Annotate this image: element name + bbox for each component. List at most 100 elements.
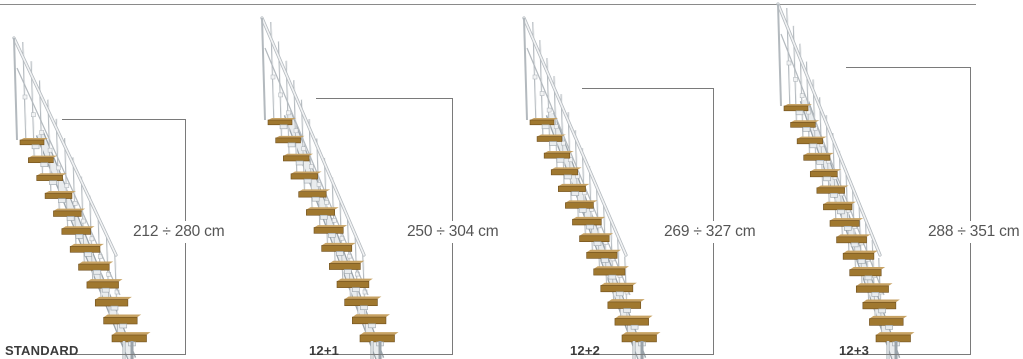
tread — [283, 155, 310, 162]
tread — [803, 154, 831, 161]
tread-top — [830, 218, 864, 221]
baluster-clamp — [64, 183, 70, 188]
tread-bracket — [864, 275, 873, 281]
baluster-clamp — [72, 201, 78, 206]
newel-post — [13, 37, 18, 141]
tread-bracket — [319, 214, 328, 220]
tread-bracket — [31, 144, 40, 150]
tread-top — [849, 266, 886, 270]
tread-top — [268, 118, 296, 120]
tread-bracket — [541, 124, 550, 130]
tread-top — [78, 261, 114, 265]
tread — [790, 122, 816, 128]
tread-top — [28, 155, 58, 158]
model-label: 12+1 — [309, 343, 340, 358]
tread-bracket — [615, 291, 624, 297]
tread-top — [823, 201, 856, 205]
baluster-clamp — [31, 112, 36, 118]
tread-bracket — [871, 292, 880, 297]
tread-top — [593, 266, 629, 269]
tread-bracket — [360, 305, 368, 311]
tread-top — [551, 167, 582, 170]
baluster-clamp — [568, 157, 573, 162]
tread — [267, 119, 293, 126]
tread-top — [20, 138, 48, 140]
baluster-clamp — [270, 74, 276, 80]
tread — [529, 119, 555, 126]
baluster-clamp — [286, 110, 291, 116]
tread-bracket — [830, 193, 838, 198]
tread-bracket — [571, 191, 580, 196]
tread-bracket — [809, 143, 818, 149]
tread-top — [291, 171, 322, 174]
baluster-clamp — [81, 218, 86, 224]
tread-bracket — [843, 226, 852, 231]
tread-top — [810, 169, 842, 172]
tread-bracket — [564, 174, 572, 180]
model-label: 12+2 — [570, 343, 601, 358]
tread-top — [784, 104, 812, 106]
newel-post — [523, 17, 528, 121]
baluster-clamp — [806, 109, 812, 115]
baluster-clamp — [22, 94, 28, 100]
tread-top — [572, 216, 606, 220]
tread-bracket — [327, 233, 336, 238]
tread-top — [337, 278, 373, 282]
tread-top — [329, 260, 365, 264]
tread-top — [70, 243, 104, 247]
tread-bracket — [850, 242, 859, 248]
tread-bracket — [295, 160, 304, 166]
tread — [536, 136, 563, 142]
tread-top — [530, 118, 558, 120]
tread-bracket — [802, 127, 811, 132]
tread — [28, 157, 54, 164]
tread — [796, 138, 823, 145]
tread-top — [61, 226, 95, 229]
tread-bracket — [608, 274, 617, 280]
tread-top — [579, 233, 614, 236]
tread-bracket — [885, 325, 893, 330]
baluster-clamp — [39, 130, 45, 135]
height-range-label: 269 ÷ 327 cm — [664, 221, 756, 243]
tread-bracket — [368, 323, 376, 329]
newel-post — [777, 3, 782, 107]
baluster-clamp — [793, 77, 798, 82]
baluster-clamp — [301, 146, 306, 151]
tread-top — [53, 208, 86, 211]
tread-top — [314, 225, 348, 228]
tread — [275, 137, 301, 144]
tread-bracket — [66, 216, 75, 221]
tread — [550, 169, 578, 176]
tread-bracket — [878, 308, 887, 314]
tread-bracket — [75, 234, 84, 239]
staircase-illustration-12-2 — [522, 16, 661, 359]
mid-rail — [16, 67, 121, 296]
baluster-clamp — [309, 164, 314, 169]
tread-top — [622, 332, 661, 335]
tread-top — [352, 314, 390, 318]
tread-top — [86, 279, 123, 282]
tread-bracket — [630, 324, 639, 330]
model-label: 12+3 — [839, 343, 870, 358]
tread-top — [95, 296, 132, 300]
tread-bracket — [58, 198, 66, 203]
staircase-illustration-12-1 — [260, 16, 399, 359]
staircase-illustration-standard — [12, 36, 151, 359]
handrail-highlight — [261, 17, 365, 256]
tread-bracket — [101, 287, 110, 293]
mid-rail — [264, 47, 369, 296]
tread-top — [607, 299, 645, 302]
tread-top — [360, 332, 399, 335]
tread — [543, 152, 571, 159]
tread-bracket — [623, 308, 631, 313]
tread-bracket — [279, 124, 288, 130]
tread-top — [306, 207, 339, 210]
tread — [783, 105, 809, 112]
baluster-clamp — [561, 140, 566, 146]
height-range-label: 250 ÷ 304 cm — [407, 221, 499, 243]
baluster-clamp — [324, 200, 329, 205]
tread-top — [537, 134, 566, 137]
tread — [816, 187, 845, 194]
newel-post — [261, 17, 266, 121]
tread-bracket — [110, 305, 119, 311]
